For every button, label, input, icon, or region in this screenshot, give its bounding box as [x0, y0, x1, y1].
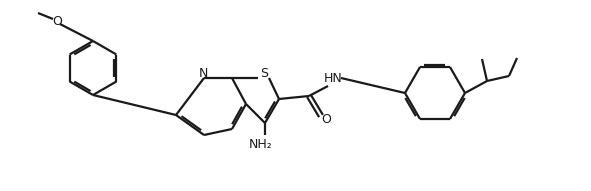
Text: HN: HN — [324, 71, 342, 84]
Text: O: O — [321, 112, 331, 125]
Text: O: O — [52, 15, 62, 28]
Text: S: S — [260, 66, 268, 79]
Text: NH₂: NH₂ — [249, 138, 273, 151]
Text: N: N — [199, 66, 207, 79]
